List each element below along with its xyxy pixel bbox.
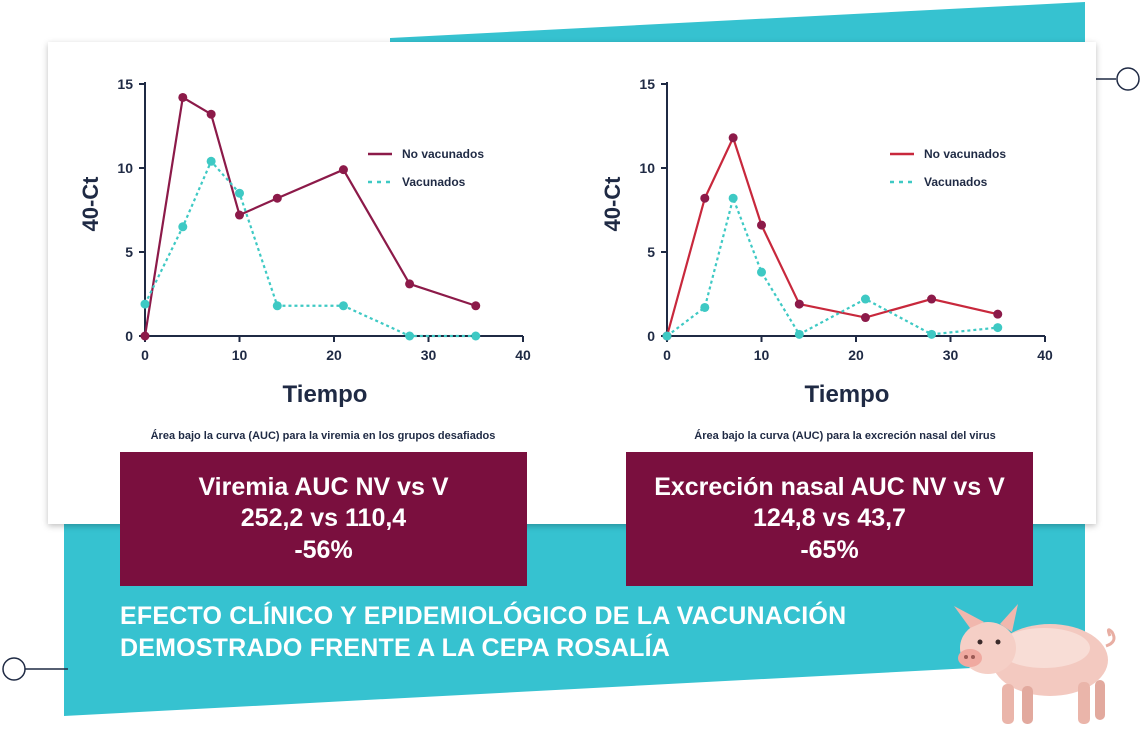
legend-label: No vacunados bbox=[402, 147, 484, 161]
viremia-chart: 0 5 10 15 0 10 20 30 40 Tiempo 40-Ct No vacunados Va… bbox=[80, 76, 531, 408]
data-point-vacunados bbox=[272, 301, 282, 311]
data-point-no-vacunados bbox=[757, 220, 766, 230]
data-point-vacunados bbox=[338, 301, 348, 311]
x-tick-label: 0 bbox=[141, 347, 149, 363]
data-point-no-vacunados bbox=[700, 193, 710, 203]
connector-circle-left-icon bbox=[2, 657, 68, 681]
series-line-vacunados bbox=[666, 194, 998, 337]
viremia-auc-box: Viremia AUC NV vs V 252,2 vs 110,4 -56% bbox=[120, 452, 527, 586]
data-point-vacunados bbox=[140, 299, 150, 309]
y-tick-label: 0 bbox=[125, 328, 133, 344]
y-tick-label: 10 bbox=[639, 160, 655, 176]
headline-line-1: EFECTO CLÍNICO Y EPIDEMIOLÓGICO DE LA VA… bbox=[120, 602, 847, 630]
y-axis-title: 40-Ct bbox=[602, 176, 625, 232]
y-tick-label: 0 bbox=[647, 328, 655, 344]
x-tick-label: 40 bbox=[515, 347, 531, 363]
data-point-no-vacunados bbox=[860, 313, 870, 323]
data-point-vacunados bbox=[757, 267, 766, 277]
data-point-no-vacunados bbox=[338, 165, 348, 175]
data-point-vacunados bbox=[927, 329, 937, 339]
viremia-auc-values: 252,2 vs 110,4 bbox=[240, 504, 407, 533]
data-point-no-vacunados bbox=[140, 331, 150, 341]
data-point-vacunados bbox=[206, 156, 216, 166]
viremia-caption: Área bajo la curva (AUC) para la viremia… bbox=[150, 430, 496, 442]
nasal-auc-values: 124,8 vs 43,7 bbox=[753, 504, 906, 533]
data-point-no-vacunados bbox=[927, 294, 937, 304]
nasal-auc-title: Excreción nasal AUC NV vs V bbox=[654, 473, 1005, 502]
nasal-auc-box: Excreción nasal AUC NV vs V 124,8 vs 43,… bbox=[626, 452, 1033, 586]
charts-panel bbox=[48, 42, 1096, 524]
nasal-excretion-chart: 0 5 10 15 0 10 20 30 40 Tiempo 40-Ct No vacunados Va… bbox=[602, 76, 1053, 408]
data-point-vacunados bbox=[728, 193, 738, 203]
viremia-auc-title: Viremia AUC NV vs V bbox=[198, 473, 449, 502]
data-point-no-vacunados bbox=[178, 92, 188, 102]
data-point-vacunados bbox=[700, 302, 710, 312]
y-tick-label: 5 bbox=[125, 244, 133, 260]
data-point-no-vacunados bbox=[405, 279, 415, 289]
data-point-no-vacunados bbox=[272, 193, 282, 203]
data-point-vacunados bbox=[178, 222, 188, 232]
y-tick-label: 5 bbox=[647, 244, 655, 260]
data-point-vacunados bbox=[662, 331, 672, 341]
connector-circle-right-icon bbox=[1088, 67, 1140, 91]
x-tick-label: 30 bbox=[421, 347, 437, 363]
x-axis-title: Tiempo bbox=[283, 381, 368, 408]
pig-icon bbox=[954, 604, 1116, 724]
data-point-no-vacunados bbox=[235, 210, 244, 220]
x-tick-label: 20 bbox=[326, 347, 342, 363]
series-line-vacunados bbox=[144, 159, 476, 338]
x-tick-label: 10 bbox=[754, 347, 770, 363]
nasal-auc-reduction: -65% bbox=[800, 535, 859, 564]
data-point-vacunados bbox=[471, 331, 481, 341]
legend-label: No vacunados bbox=[924, 147, 1006, 161]
y-tick-label: 15 bbox=[639, 76, 655, 92]
data-point-vacunados bbox=[794, 329, 804, 339]
x-tick-label: 40 bbox=[1037, 347, 1053, 363]
headline-line-2: DEMOSTRADO FRENTE A LA CEPA ROSALÍA bbox=[120, 634, 671, 662]
nasal-caption: Área bajo la curva (AUC) para la excreci… bbox=[694, 430, 996, 442]
x-tick-label: 10 bbox=[232, 347, 248, 363]
data-point-no-vacunados bbox=[206, 109, 216, 119]
data-point-no-vacunados bbox=[993, 309, 1003, 319]
data-point-vacunados bbox=[993, 323, 1003, 333]
x-tick-label: 0 bbox=[663, 347, 671, 363]
headline: EFECTO CLÍNICO Y EPIDEMIOLÓGICO DE LA VA… bbox=[120, 600, 900, 664]
legend-label: Vacunados bbox=[924, 175, 988, 189]
x-tick-label: 30 bbox=[943, 347, 959, 363]
data-point-vacunados bbox=[860, 294, 870, 304]
data-point-vacunados bbox=[405, 331, 415, 341]
data-point-no-vacunados bbox=[471, 301, 481, 311]
series-line-no-vacunados bbox=[665, 134, 998, 337]
data-point-no-vacunados bbox=[728, 133, 738, 143]
y-tick-label: 10 bbox=[117, 160, 133, 176]
y-axis-title: 40-Ct bbox=[80, 176, 103, 232]
x-axis-title: Tiempo bbox=[805, 381, 890, 408]
x-tick-label: 20 bbox=[848, 347, 864, 363]
data-point-vacunados bbox=[235, 188, 244, 198]
viremia-auc-reduction: -56% bbox=[294, 535, 353, 564]
data-point-no-vacunados bbox=[794, 299, 804, 309]
series-line-no-vacunados bbox=[143, 95, 477, 337]
y-tick-label: 15 bbox=[117, 76, 133, 92]
legend-label: Vacunados bbox=[402, 175, 466, 189]
